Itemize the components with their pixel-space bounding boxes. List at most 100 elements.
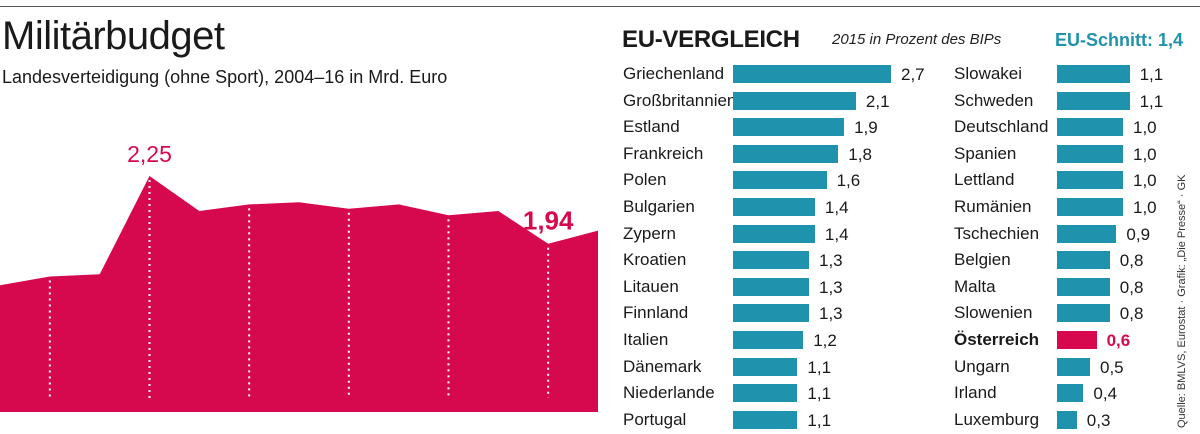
- country-bar: [733, 118, 845, 137]
- x-tick-label: '05: [37, 412, 63, 434]
- country-label: Deutschland: [954, 117, 1049, 137]
- country-label: Großbritannien: [623, 90, 737, 110]
- x-tick-label: '15: [535, 412, 561, 434]
- country-bar: [733, 357, 798, 376]
- country-label: Frankreich: [623, 143, 704, 163]
- country-label: Niederlande: [623, 383, 715, 403]
- x-tick-label: '11: [337, 412, 362, 434]
- value-label: 1,3: [819, 277, 843, 297]
- country-label: Litauen: [623, 276, 679, 296]
- country-bar: [1057, 91, 1130, 110]
- country-bar: [1057, 251, 1110, 270]
- country-label: Slowenien: [954, 303, 1033, 323]
- value-label: 0,6: [1106, 331, 1131, 350]
- x-tick-label: '09: [236, 412, 262, 434]
- country-label: Dänemark: [623, 356, 702, 376]
- value-label: 1,1: [807, 357, 832, 377]
- value-label: 0,8: [1119, 304, 1144, 324]
- country-label: Irland: [954, 383, 997, 403]
- value-label: 1,0: [1133, 198, 1157, 217]
- country-label: Rumänien: [954, 197, 1032, 216]
- country-bar: [733, 410, 798, 429]
- value-label: 1,3: [819, 304, 843, 324]
- country-label: Bulgarien: [623, 197, 695, 216]
- country-label: Lettland: [954, 170, 1015, 190]
- country-bar: [1057, 304, 1110, 323]
- value-label: 1,0: [1133, 118, 1157, 138]
- country-label: Kroatien: [623, 250, 687, 270]
- country-label: Österreich: [954, 330, 1040, 349]
- eu-comparison-title: EU-VERGLEICH: [622, 26, 800, 53]
- eu-comparison-subtitle: 2015 in Prozent des BIPs: [832, 31, 1002, 48]
- value-label: 1,1: [1139, 65, 1164, 84]
- country-bar: [1057, 198, 1123, 216]
- country-bar: [1057, 224, 1117, 243]
- country-label: Ungarn: [954, 356, 1010, 376]
- country-label: Luxemburg: [954, 409, 1040, 429]
- chart-title: Militärbudget: [2, 14, 225, 58]
- country-bar: [1057, 144, 1123, 163]
- value-label: 1,4: [824, 224, 849, 244]
- country-bar: [733, 277, 809, 296]
- value-label: 1,6: [836, 171, 861, 191]
- value-label: 0,5: [1100, 357, 1124, 377]
- chart-subtitle: Landesverteidigung (ohne Sport), 2004–16…: [2, 67, 448, 87]
- country-bar: [1057, 331, 1097, 349]
- country-bar: [1057, 384, 1084, 403]
- x-tick-label: '07: [136, 412, 162, 434]
- data-label: 2,25: [127, 141, 172, 167]
- value-label: 1,1: [1139, 91, 1164, 111]
- country-label: Estland: [623, 117, 680, 137]
- country-label: Spanien: [954, 143, 1017, 163]
- value-label: 1,4: [824, 198, 849, 217]
- budget-area-chart: '05 '07 '09 '11 '13 '15 2,25 1,94: [0, 141, 598, 434]
- value-label: 1,3: [819, 251, 843, 271]
- country-bar: [733, 304, 809, 323]
- value-label: 1,1: [807, 410, 832, 430]
- value-label: 0,8: [1119, 277, 1144, 297]
- country-bar: [733, 384, 798, 403]
- value-label: 1,1: [807, 384, 832, 404]
- country-bar: [1057, 277, 1110, 296]
- country-label: Polen: [623, 170, 667, 190]
- value-label: 2,1: [865, 91, 890, 111]
- country-label: Griechenland: [623, 64, 725, 83]
- country-bar: [1057, 65, 1130, 83]
- value-label: 0,3: [1086, 410, 1111, 430]
- x-tick-label: '13: [435, 412, 461, 434]
- country-label: Finnland: [623, 303, 689, 323]
- value-label: 1,0: [1133, 171, 1157, 191]
- country-bar: [733, 65, 891, 83]
- country-bar: [733, 91, 856, 110]
- country-label: Tschechien: [954, 223, 1040, 243]
- country-label: Schweden: [954, 90, 1034, 110]
- country-label: Zypern: [623, 223, 676, 243]
- value-label: 0,4: [1093, 384, 1118, 404]
- value-label: 2,7: [901, 65, 925, 84]
- value-label: 1,8: [848, 144, 872, 164]
- top-rule: [0, 6, 1200, 7]
- country-bar: [733, 198, 815, 216]
- country-bar: [733, 251, 809, 270]
- country-bar: [1057, 118, 1123, 137]
- value-label: 1,0: [1133, 144, 1157, 164]
- data-label: 1,94: [523, 206, 574, 236]
- country-label: Malta: [954, 276, 996, 296]
- country-label: Portugal: [623, 409, 687, 429]
- country-bar: [733, 144, 839, 163]
- country-bar: [733, 224, 815, 243]
- country-label: Belgien: [954, 250, 1011, 270]
- country-label: Slowakei: [954, 64, 1023, 83]
- country-bar: [733, 331, 804, 349]
- country-bar: [1057, 410, 1077, 429]
- country-bar: [1057, 171, 1123, 190]
- value-label: 1,2: [813, 331, 837, 350]
- country-bar: [733, 171, 827, 190]
- eu-average-label: EU-Schnitt: 1,4: [1055, 30, 1184, 50]
- country-label: Italien: [623, 330, 669, 349]
- country-bar: [1057, 357, 1090, 376]
- value-label: 1,9: [854, 118, 878, 138]
- value-label: 0,8: [1119, 251, 1144, 271]
- source-note: Quelle: BMLVS, Eurostat · Grafik: „Die P…: [1176, 174, 1188, 428]
